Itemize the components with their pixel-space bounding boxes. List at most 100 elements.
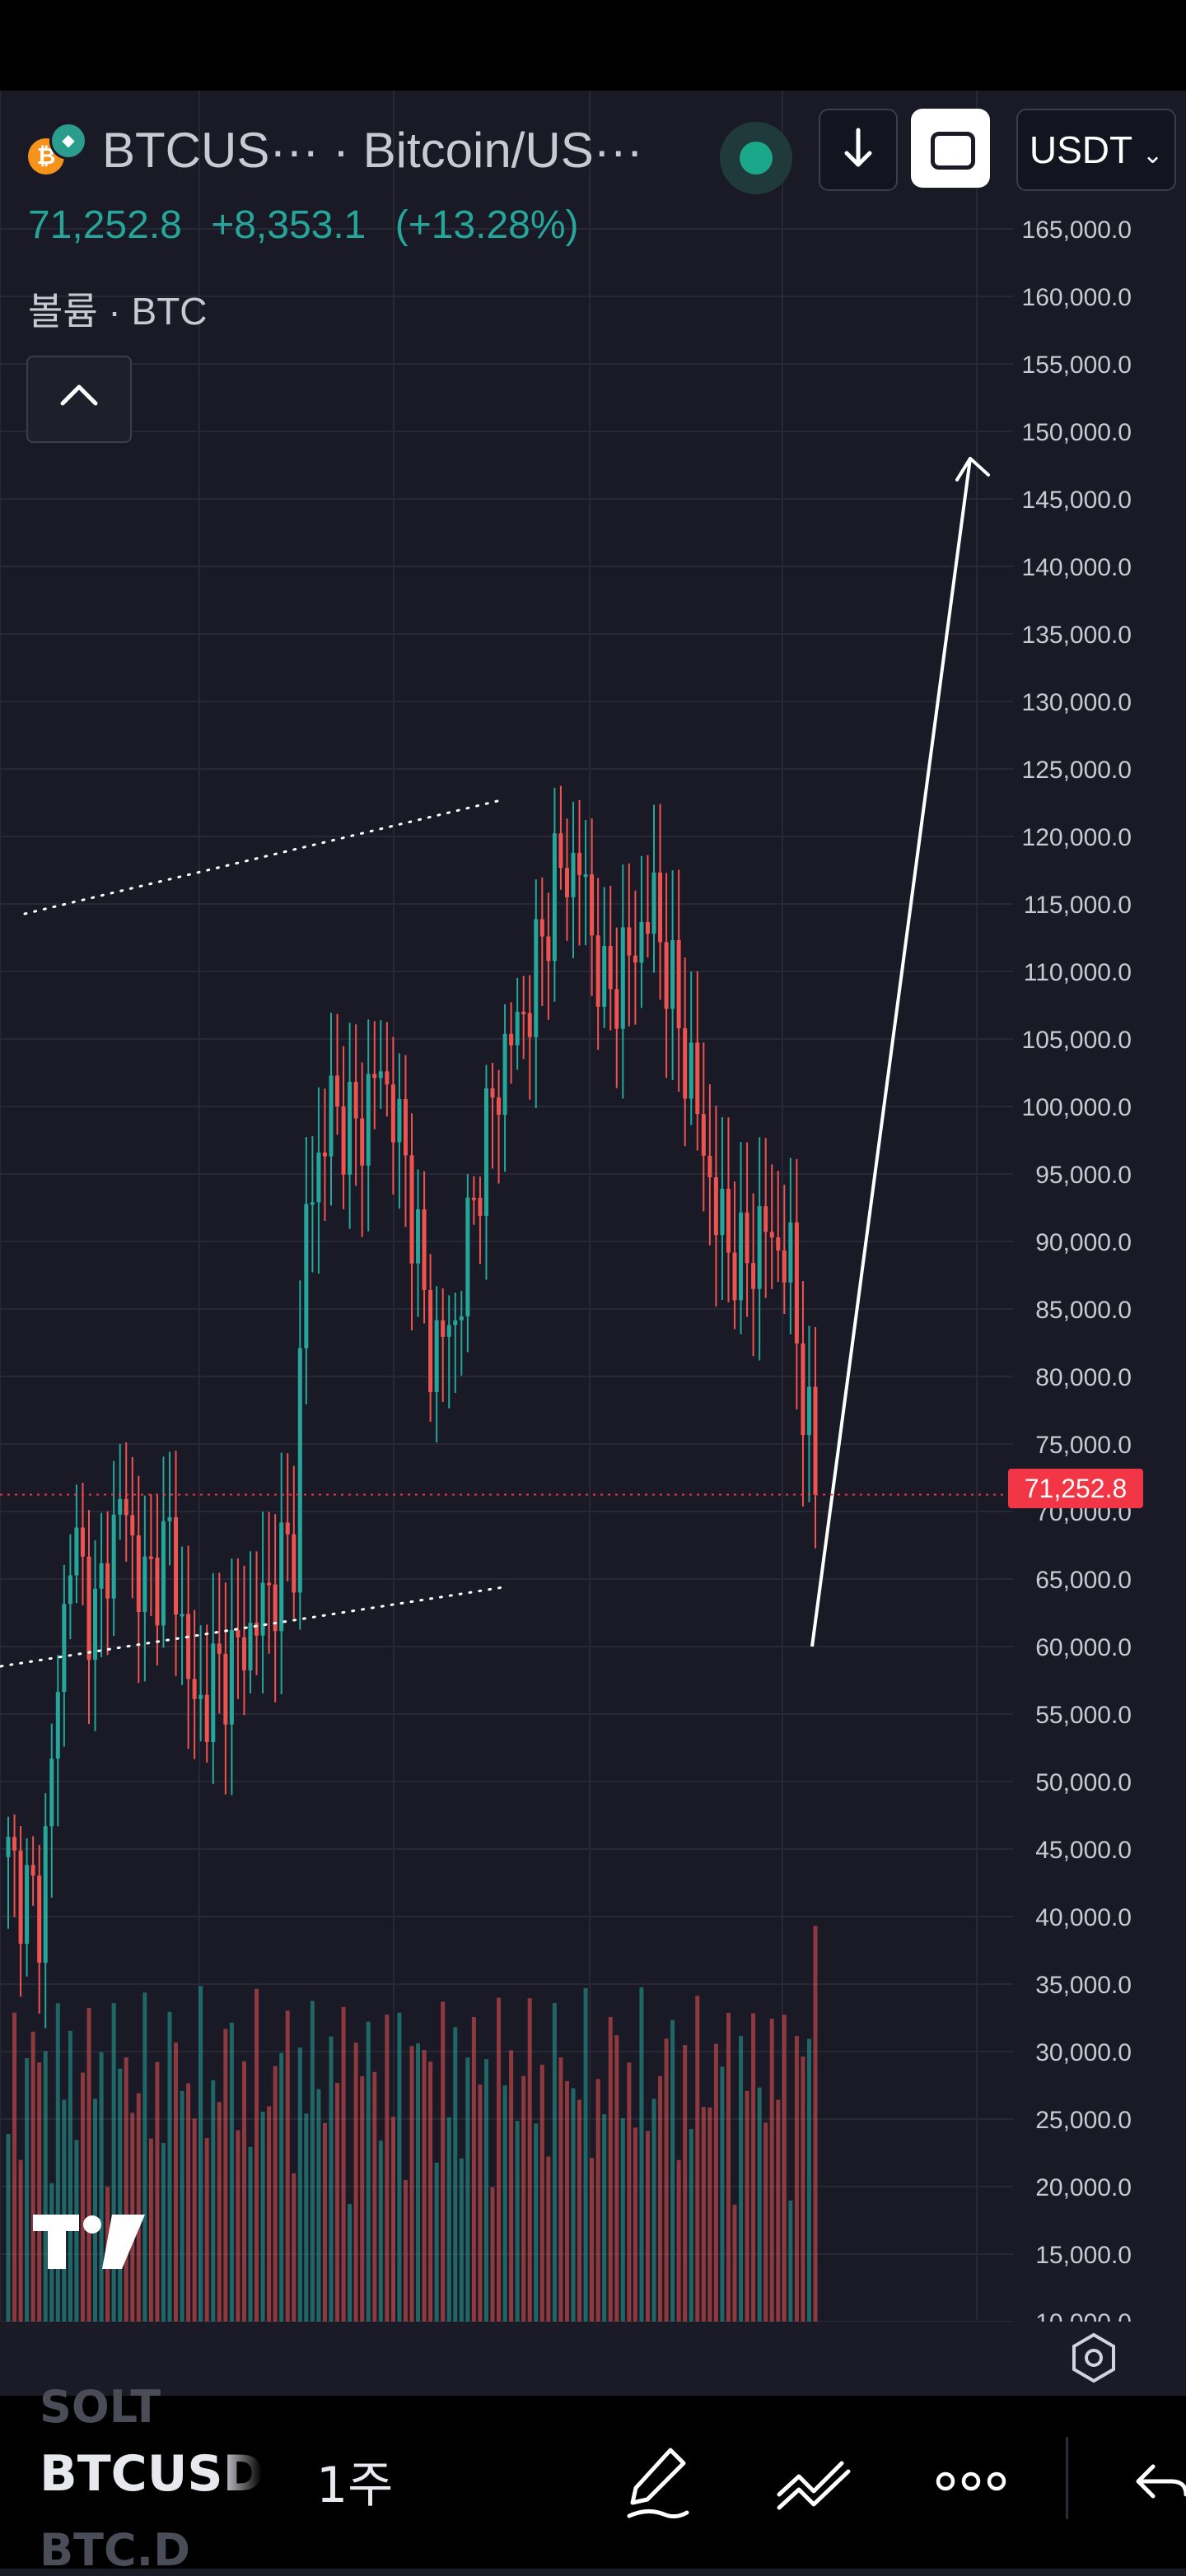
candle-body bbox=[713, 1176, 718, 1236]
volume-bar bbox=[441, 2001, 446, 2322]
y-axis-tick-label: 55,000.0 bbox=[1035, 1702, 1132, 1729]
candle-body bbox=[577, 852, 582, 875]
candle-body bbox=[273, 1584, 278, 1632]
candle-body bbox=[335, 1075, 340, 1107]
candle-body bbox=[180, 1614, 184, 1617]
volume-bar bbox=[124, 2057, 128, 2322]
lower-trendline bbox=[23, 799, 502, 915]
candle-body bbox=[111, 1514, 116, 1599]
market-status-indicator[interactable] bbox=[720, 122, 792, 194]
volume-bar bbox=[155, 2061, 160, 2322]
candle-body bbox=[130, 1515, 135, 1535]
pen-icon[interactable] bbox=[623, 2443, 692, 2526]
back-icon[interactable] bbox=[1135, 2457, 1186, 2509]
volume-bar bbox=[397, 2012, 402, 2322]
candle-body bbox=[25, 1865, 30, 1945]
candle-body bbox=[409, 1155, 414, 1264]
candle-body bbox=[267, 1582, 272, 1586]
volume-bar bbox=[174, 2042, 179, 2322]
volume-bar bbox=[385, 2015, 390, 2322]
volume-bar bbox=[776, 2099, 781, 2322]
download-button[interactable] bbox=[819, 109, 898, 191]
candle-body bbox=[62, 1604, 67, 1693]
candle-body bbox=[558, 833, 563, 869]
candle-body bbox=[372, 1074, 377, 1078]
candle-body bbox=[701, 1114, 706, 1156]
volume-bar bbox=[614, 2035, 619, 2322]
volume-bar bbox=[726, 2013, 731, 2322]
volume-bar bbox=[329, 2036, 334, 2322]
candle-body bbox=[490, 1088, 495, 1098]
candle-body bbox=[80, 1527, 85, 1557]
volume-bar bbox=[428, 2061, 433, 2322]
candle-body bbox=[167, 1517, 172, 1521]
candle-body bbox=[521, 1011, 526, 1014]
candle-body bbox=[720, 1188, 725, 1236]
candle-body bbox=[515, 1011, 520, 1046]
volume-bar bbox=[136, 2093, 141, 2322]
exchange-badge-icon: ◆ bbox=[49, 122, 87, 160]
candle-body bbox=[297, 1348, 302, 1593]
volume-bar bbox=[577, 2099, 582, 2322]
volume-bar bbox=[713, 2043, 718, 2322]
candlestick-chart[interactable]: 165,000.0 160,000.0 155,000.0 150,000.0 145,… bbox=[0, 91, 1186, 2322]
volume-bar bbox=[353, 2043, 358, 2322]
volume-bar bbox=[595, 2079, 600, 2322]
watchlist-next-symbol[interactable]: BTC.D bbox=[40, 2524, 190, 2576]
volume-bar bbox=[521, 2075, 526, 2322]
watchlist-current-symbol[interactable]: BTCUSDT bbox=[40, 2445, 262, 2503]
volume-bar bbox=[745, 2090, 749, 2322]
candle-body bbox=[422, 1209, 427, 1291]
volume-bar bbox=[260, 2111, 265, 2322]
volume-legend[interactable]: 볼륨 · BTC bbox=[28, 290, 208, 333]
symbol-title[interactable]: BTCUS··· · Bitcoin/US··· bbox=[102, 123, 643, 178]
settings-icon[interactable] bbox=[1067, 2331, 1120, 2387]
chevron-down-icon: ⌄ bbox=[1142, 142, 1164, 169]
price-change-pct: (+13.28%) bbox=[395, 203, 579, 247]
volume-bar bbox=[534, 2123, 539, 2322]
volume-bar bbox=[502, 2085, 507, 2322]
candle-body bbox=[664, 942, 669, 1009]
candle-body bbox=[241, 1637, 246, 1670]
currency-select[interactable]: USDT ⌄ bbox=[1016, 109, 1176, 191]
volume-bar bbox=[341, 2006, 346, 2322]
more-icon[interactable] bbox=[936, 2465, 1006, 2501]
y-axis-tick-label: 100,000.0 bbox=[1022, 1094, 1132, 1121]
candle-body bbox=[248, 1623, 253, 1670]
interval-button[interactable]: 1주 bbox=[316, 2457, 394, 2514]
y-axis-tick-label: 90,000.0 bbox=[1035, 1229, 1132, 1256]
volume-bar bbox=[422, 2050, 427, 2322]
candle-body bbox=[595, 935, 600, 1007]
volume-bar bbox=[732, 2204, 737, 2322]
candle-body bbox=[390, 1084, 395, 1143]
collapse-legend-button[interactable] bbox=[26, 356, 132, 443]
volume-bar bbox=[707, 2107, 712, 2322]
volume-bar bbox=[478, 2085, 483, 2322]
volume-bar bbox=[701, 2107, 706, 2322]
volume-bar bbox=[558, 2057, 563, 2322]
y-axis-tick-label: 160,000.0 bbox=[1022, 284, 1132, 311]
candle-body bbox=[645, 921, 650, 934]
candle-body bbox=[497, 1097, 502, 1116]
trend-tool-icon[interactable] bbox=[774, 2443, 853, 2526]
volume-bar bbox=[6, 2134, 11, 2322]
chart-area[interactable]: 165,000.0 160,000.0 155,000.0 150,000.0 145,… bbox=[0, 91, 1186, 2322]
candle-body bbox=[509, 1033, 514, 1046]
candle-body bbox=[806, 1386, 811, 1436]
volume-bar bbox=[434, 2162, 439, 2322]
candle-body bbox=[602, 945, 607, 1007]
volume-bar bbox=[310, 2001, 315, 2322]
candle-body bbox=[43, 1826, 48, 1963]
candle-body bbox=[782, 1250, 787, 1283]
volume-bar bbox=[279, 2052, 284, 2322]
volume-bar bbox=[25, 2058, 30, 2322]
watchlist-prev-symbol[interactable]: SOLT bbox=[40, 2381, 161, 2433]
candle-body bbox=[745, 1212, 749, 1264]
replay-button[interactable] bbox=[911, 109, 990, 188]
y-axis-tick-label: 155,000.0 bbox=[1022, 352, 1132, 379]
volume-bar bbox=[639, 1987, 644, 2322]
candle-body bbox=[614, 989, 619, 1029]
y-axis-tick-label: 65,000.0 bbox=[1035, 1567, 1132, 1594]
volume-bar bbox=[267, 2106, 272, 2322]
candle-body bbox=[360, 1118, 365, 1166]
